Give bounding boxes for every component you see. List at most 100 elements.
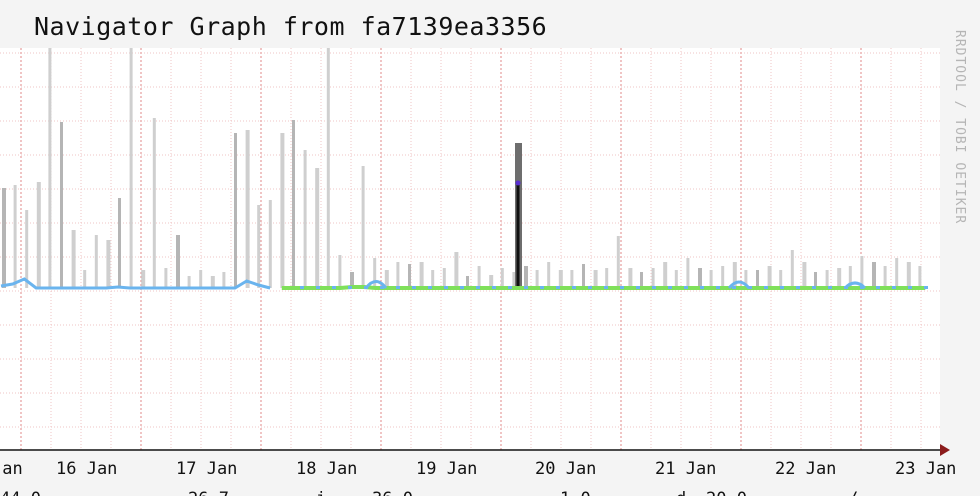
x-tick-label: 19 Jan xyxy=(416,459,477,479)
gray-bar xyxy=(36,182,41,288)
gray-bar xyxy=(663,262,668,288)
gray-bar xyxy=(918,266,922,288)
x-tick-label: 17 Jan xyxy=(176,459,237,479)
series-blue-dot xyxy=(860,286,864,289)
gray-bar xyxy=(338,255,342,288)
gray-bar xyxy=(442,268,446,288)
legend-value: 26.7 xyxy=(188,489,229,496)
x-tick-label: 22 Jan xyxy=(775,459,836,479)
gray-bar xyxy=(60,122,63,288)
gray-bar xyxy=(199,270,203,288)
gray-bar xyxy=(593,270,598,288)
series-blue-dot xyxy=(764,286,768,289)
gray-bar xyxy=(268,200,272,288)
gray-bar xyxy=(744,270,748,288)
gray-bar xyxy=(721,266,725,288)
x-tick-label: 18 Jan xyxy=(296,459,357,479)
gray-bar xyxy=(466,276,469,288)
gray-bar xyxy=(825,270,829,288)
chart-title: Navigator Graph from fa7139ea3356 xyxy=(34,12,548,41)
gray-bar xyxy=(883,266,887,288)
series-blue-dot xyxy=(444,286,448,289)
series-blue-dot xyxy=(732,286,736,289)
plot-area xyxy=(0,48,940,450)
gray-bar xyxy=(582,264,585,288)
spike-marker xyxy=(515,180,521,186)
series-blue-dot xyxy=(924,286,928,289)
gray-bar xyxy=(71,230,76,288)
series-blue-dot xyxy=(700,286,704,289)
series-blue-dot xyxy=(844,286,848,289)
gray-bar xyxy=(558,270,563,288)
gray-bar xyxy=(234,133,237,288)
gray-bar xyxy=(373,258,377,288)
x-axis-arrow xyxy=(940,444,950,456)
rrdtool-watermark: RRDTOOL / TOBI OETIKER xyxy=(952,30,967,225)
series-blue-dot xyxy=(908,286,912,289)
gray-bar xyxy=(25,210,29,288)
series-blue-dot xyxy=(412,286,416,289)
series-blue-dot xyxy=(396,286,400,289)
legend-value: 20.0 xyxy=(706,489,747,496)
gray-bar xyxy=(454,252,459,288)
gray-bar xyxy=(872,262,876,288)
gray-bar xyxy=(547,262,551,288)
gray-bar xyxy=(616,236,620,288)
gray-bar xyxy=(48,48,52,288)
series-blue-dot xyxy=(876,286,880,289)
gray-bar xyxy=(2,188,6,288)
gray-bar xyxy=(640,272,643,288)
series-blue-dot xyxy=(508,286,512,289)
gray-bar xyxy=(350,272,354,288)
series-blue-dot xyxy=(636,286,640,289)
gray-bar xyxy=(280,133,285,288)
legend-value: 1.0 xyxy=(560,489,591,496)
series-blue-dot xyxy=(460,286,464,289)
series-blue-dot xyxy=(348,286,352,289)
series-blue-dot xyxy=(540,286,544,289)
series-blue-dot xyxy=(300,286,304,289)
grid xyxy=(0,48,940,450)
gray-bar xyxy=(790,250,794,288)
series-blue-dot xyxy=(684,286,688,289)
gray-bar xyxy=(118,198,121,288)
gray-bar xyxy=(292,120,295,288)
series-blue-dot xyxy=(796,286,800,289)
gray-bar xyxy=(906,262,911,288)
gray-bar xyxy=(384,270,389,288)
series-lines xyxy=(0,277,928,290)
series-blue-dot xyxy=(556,286,560,289)
gray-bar xyxy=(767,266,772,288)
gray-bar xyxy=(802,262,807,288)
gray-bar xyxy=(535,270,539,288)
legend-value: d xyxy=(676,489,686,496)
gray-bar xyxy=(651,268,655,288)
gray-bar xyxy=(13,185,17,288)
series-green-line xyxy=(281,285,926,290)
gray-bar xyxy=(431,270,435,288)
gray-bar xyxy=(419,262,424,288)
gray-bar xyxy=(570,270,574,288)
x-tick-label: 16 Jan xyxy=(56,459,117,479)
spike-black-bar xyxy=(516,183,520,288)
series-blue-dot xyxy=(604,286,608,289)
series-blue-dot xyxy=(828,286,832,289)
series-blue-dot xyxy=(476,286,480,289)
series-blue-dot xyxy=(620,286,624,289)
gray-bar xyxy=(732,262,737,288)
series-blue-dot xyxy=(748,286,752,289)
gray-bar xyxy=(524,266,528,288)
legend-value: 36.0 xyxy=(372,489,413,496)
gray-bar xyxy=(756,270,759,288)
series-blue-dot xyxy=(572,286,576,289)
series-blue-dot xyxy=(780,286,784,289)
legend-row: 44.0 26.7 i 36.0 1.0 d 20.0 / xyxy=(0,489,858,496)
gray-bar xyxy=(303,150,307,288)
gray-bar xyxy=(187,276,191,288)
gray-bar xyxy=(94,235,98,288)
gray-bar xyxy=(698,268,702,288)
gray-bar xyxy=(895,258,899,288)
series-blue-dot xyxy=(380,286,384,289)
gray-bar xyxy=(361,166,365,288)
